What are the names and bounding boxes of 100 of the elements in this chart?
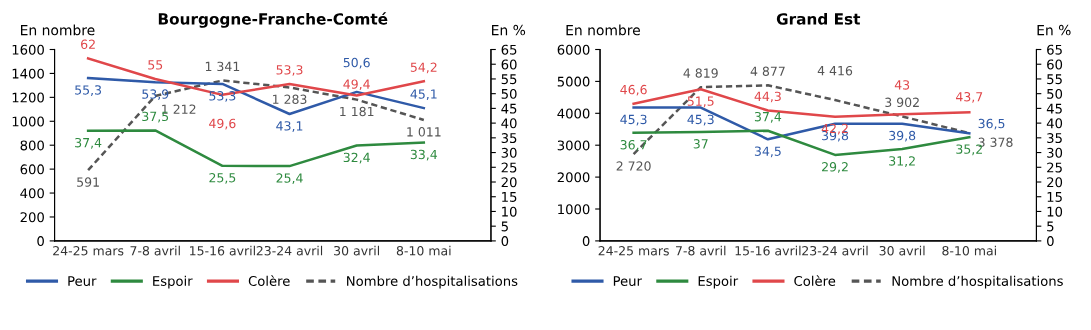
y-tick-label: 6000: [557, 44, 590, 55]
y-tick-label: 1400: [12, 68, 44, 79]
data-label: 46,6: [620, 84, 647, 96]
y2-tick-label: 40: [1046, 118, 1063, 129]
y2-tick-label: 30: [1047, 147, 1063, 158]
data-label: 31,2: [889, 156, 915, 167]
y2-tick-label: 15: [502, 192, 517, 202]
y-tick-label: 1000: [12, 116, 44, 127]
data-label: 29,2: [822, 162, 848, 173]
legend-label: Peur: [613, 276, 642, 286]
y2-tick-label: 65: [501, 44, 517, 55]
x-tick-label: 8-10 mai: [396, 245, 451, 256]
y-tick-label: 200: [20, 212, 44, 223]
y2-tick-label: 60: [1047, 59, 1063, 70]
y2-tick-label: 40: [501, 118, 517, 129]
y-tick-label: 3000: [557, 140, 590, 151]
data-label: 43,1: [276, 121, 303, 132]
y2-axis-title: En %: [492, 24, 526, 36]
chart-title: Bourgogne-Franche-Comté: [158, 12, 388, 28]
legend-label: Espoir: [153, 275, 193, 289]
data-label: 54,2: [410, 62, 437, 74]
y2-tick-label: 25: [501, 162, 517, 173]
y2-tick-label: 45: [501, 103, 517, 114]
x-tick-label: 23-24 avril: [802, 245, 868, 256]
data-label: 53,3: [276, 65, 303, 76]
y-tick-label: 400: [20, 188, 44, 199]
data-label: 43: [894, 80, 910, 90]
data-label: 3 902: [885, 97, 919, 108]
y-tick-label: 800: [20, 140, 44, 151]
data-label: 50,6: [343, 57, 370, 69]
data-label: 34,5: [754, 146, 781, 158]
x-tick-label: 7-8 avril: [130, 245, 180, 256]
legend-label: Espoir: [698, 275, 739, 289]
y-tick-label: 4000: [557, 108, 590, 119]
data-label: 36,7: [620, 140, 647, 151]
data-label: 37,4: [75, 137, 102, 149]
data-label: 37: [693, 139, 708, 149]
y2-tick-label: 20: [1047, 177, 1063, 188]
y2-tick-label: 30: [501, 147, 517, 158]
y-tick-label: 1000: [558, 204, 590, 215]
data-label: 25,4: [276, 173, 303, 184]
data-label: 55: [148, 60, 163, 70]
data-label: 4 877: [750, 66, 785, 76]
data-label: 2 720: [616, 161, 651, 171]
data-label: 45,3: [620, 114, 647, 126]
x-tick-label: 30 avril: [334, 245, 380, 256]
y2-tick-label: 35: [501, 133, 517, 144]
y-tick-label: 600: [20, 164, 44, 175]
data-label: 49,4: [343, 79, 370, 91]
y2-tick-label: 35: [1047, 133, 1062, 144]
data-label: 1 181: [340, 106, 374, 117]
data-label: 45,3: [687, 114, 714, 126]
y-tick-label: 0: [582, 236, 590, 247]
y2-axis-title: En %: [1037, 24, 1071, 36]
data-label: 1 341: [205, 61, 240, 72]
data-label: 25,5: [209, 172, 236, 184]
legend-label: Colère: [794, 275, 836, 286]
x-tick-label: 23-24 avril: [256, 245, 323, 256]
x-tick-label: 30 avril: [879, 245, 925, 256]
y2-tick-label: 65: [1047, 44, 1062, 55]
y2-tick-label: 50: [1047, 88, 1063, 99]
data-label: 55,3: [75, 85, 102, 96]
data-label: 43,7: [956, 92, 983, 103]
y-tick-label: 0: [37, 236, 44, 247]
x-tick-label: 15-16 avril: [735, 245, 801, 256]
y2-tick-label: 55: [1047, 74, 1062, 85]
x-tick-label: 7-8 avril: [676, 245, 726, 256]
y2-tick-label: 0: [1047, 236, 1054, 247]
data-label: 53,9: [142, 89, 169, 101]
data-label: 33,4: [410, 149, 438, 161]
data-label: 4 416: [817, 65, 853, 76]
y2-tick-label: 5: [1047, 221, 1054, 232]
y2-tick-label: 25: [1047, 162, 1062, 173]
data-label: 53,3: [209, 91, 236, 102]
legend-label: Peur: [68, 276, 97, 286]
data-label: 44,3: [754, 91, 781, 103]
legend-label: Colère: [248, 275, 290, 286]
y-axis-title: En nombre: [21, 24, 95, 36]
data-label: 36,5: [978, 118, 1005, 130]
y2-tick-label: 60: [501, 59, 517, 70]
y-tick-label: 1200: [12, 92, 44, 103]
y2-tick-label: 10: [502, 206, 517, 217]
y-tick-label: 5000: [557, 76, 590, 87]
y-tick-label: 1600: [12, 44, 44, 55]
legend-label: Nombre d’hospitalisations: [892, 275, 1063, 289]
y2-tick-label: 50: [501, 88, 517, 99]
chart-title: Grand Est: [776, 12, 861, 25]
x-tick-label: 24-25 mars: [53, 245, 124, 256]
y2-tick-label: 10: [1047, 206, 1063, 217]
data-label: 1 283: [273, 94, 307, 105]
data-label: 591: [77, 177, 99, 187]
data-label: 32,4: [343, 152, 370, 164]
y2-tick-label: 20: [501, 177, 517, 188]
y-tick-label: 2000: [557, 172, 590, 183]
data-label: 39,8: [889, 130, 916, 142]
x-tick-label: 24-25 mars: [598, 245, 669, 256]
data-label: 37,4: [754, 111, 782, 123]
y-axis-title: En nombre: [566, 24, 640, 36]
y2-tick-label: 45: [1046, 103, 1062, 114]
y2-tick-label: 0: [501, 236, 509, 247]
